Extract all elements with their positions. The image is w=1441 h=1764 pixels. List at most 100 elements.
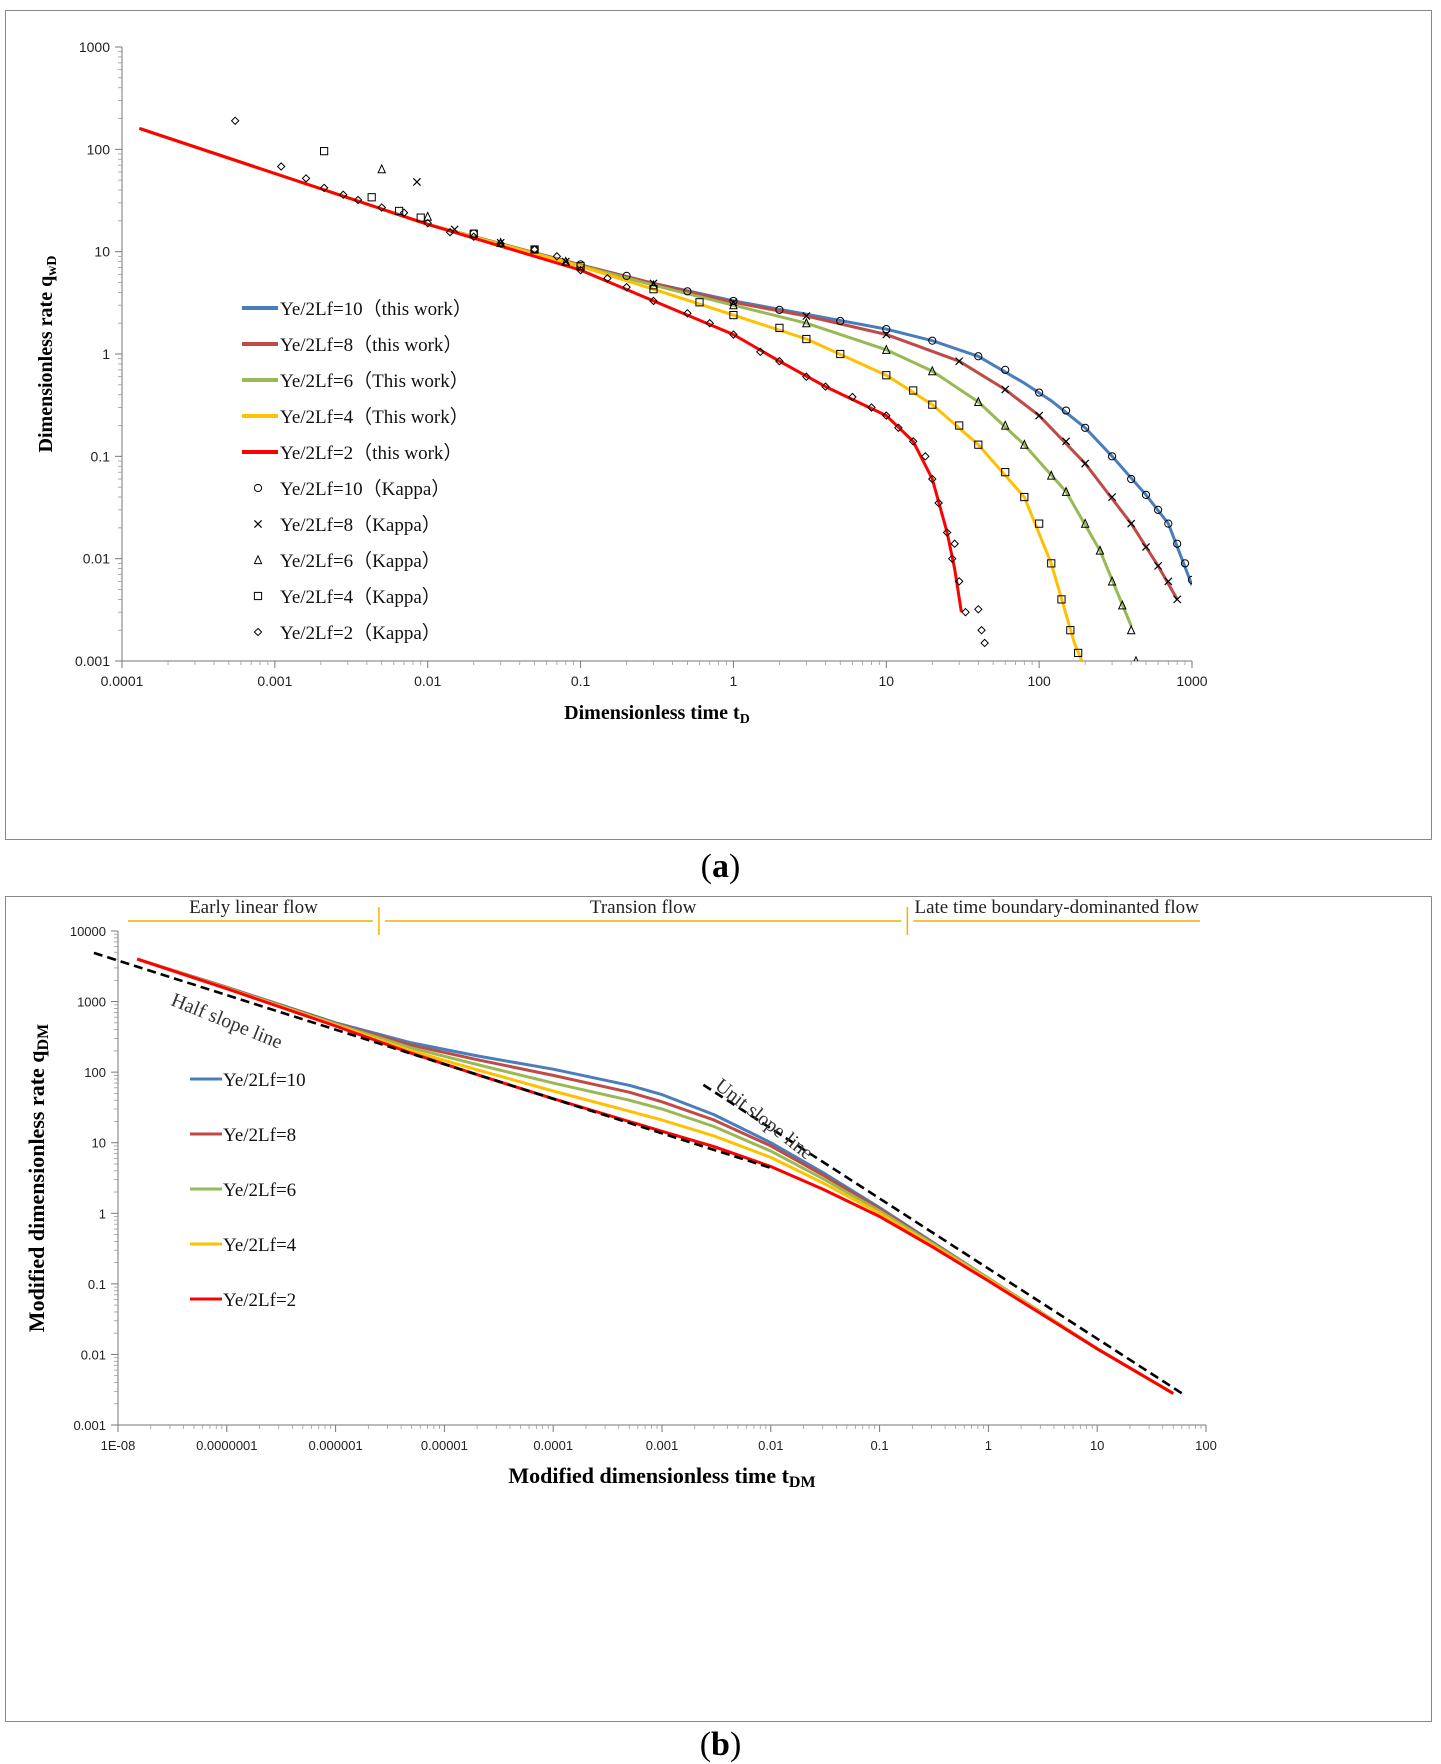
legend-label: Ye/2Lf=8 <box>223 1125 296 1146</box>
data-point <box>1107 452 1117 461</box>
legend-label: Ye/2Lf=2 <box>223 1290 296 1311</box>
legend-label: Ye/2Lf=6（Kappa） <box>280 550 441 572</box>
y-tick-label: 10 <box>92 1136 106 1151</box>
data-point <box>961 607 970 617</box>
y-axis-title: Modified dimensionless rate qDM <box>24 1024 52 1332</box>
data-point <box>1000 420 1010 430</box>
legend-marker <box>253 519 263 529</box>
data-point <box>977 625 986 635</box>
data-point <box>729 299 738 310</box>
data-point <box>1001 385 1010 394</box>
data-point <box>729 310 738 320</box>
data-point <box>622 282 631 292</box>
chart-b: 1E-08 0.0000001 0.000001 0.00001 0.0001 0.001… <box>24 897 1217 1491</box>
data-point <box>1173 539 1182 548</box>
legend-marker <box>253 554 263 565</box>
data-point <box>1061 406 1071 415</box>
caption-a: (a) <box>700 848 741 885</box>
x-axis-title: Modified dimensionless time tDM <box>508 1463 815 1491</box>
y-tick-label: 100 <box>84 1065 106 1080</box>
data-point <box>802 372 811 382</box>
data-point <box>445 227 455 237</box>
legend-label: Ye/2Lf=8（this work） <box>280 334 462 356</box>
data-point <box>319 183 329 193</box>
data-point <box>1141 490 1151 499</box>
data-point <box>576 262 585 271</box>
x-tick-label: 0.0001 <box>101 673 144 689</box>
data-point <box>530 245 539 254</box>
data-point <box>928 336 937 345</box>
data-point <box>973 396 983 407</box>
legend-label: Ye/2Lf=6 <box>223 1180 296 1201</box>
series-line <box>136 957 1174 1395</box>
data-point <box>1066 626 1075 635</box>
data-point <box>367 193 376 202</box>
data-point <box>927 365 937 376</box>
data-point <box>1133 655 1139 661</box>
y-axis-title: Dimensionless rate qwD <box>35 256 60 453</box>
data-point <box>1164 577 1173 586</box>
data-point <box>1127 474 1136 484</box>
series-line <box>138 126 963 613</box>
data-point <box>920 452 930 461</box>
data-point <box>622 271 631 280</box>
y-tick-label: 1000 <box>79 39 110 55</box>
data-point <box>695 298 704 307</box>
data-point <box>230 116 240 126</box>
data-point <box>775 305 784 314</box>
data-point <box>649 279 658 290</box>
data-point <box>980 638 989 648</box>
x-tick-label: 10 <box>1090 1438 1104 1453</box>
data-point <box>954 577 964 586</box>
data-point <box>649 285 658 294</box>
x-tick-label: 1E-08 <box>101 1438 136 1453</box>
y-tick-label: 0.1 <box>91 448 111 464</box>
data-point <box>974 440 983 449</box>
data-point <box>1164 519 1173 528</box>
x-axis-title: Dimensionless time tD <box>564 702 750 727</box>
data-point <box>496 239 505 248</box>
data-point <box>955 421 964 430</box>
y-tick-label: 1 <box>99 1206 106 1221</box>
data-point <box>683 308 692 318</box>
legend-label: Ye/2Lf=10（this work） <box>280 298 472 320</box>
data-point <box>802 312 811 321</box>
legend: Ye/2Lf=10（this work） Ye/2Lf=8（this work） Y… <box>242 298 472 644</box>
data-point <box>927 474 937 484</box>
data-point <box>947 554 957 563</box>
data-point <box>338 190 348 200</box>
x-tick-label: 0.1 <box>571 673 591 689</box>
y-tick-label: 0.1 <box>88 1277 106 1292</box>
data-point <box>1020 492 1029 502</box>
data-point <box>552 252 562 261</box>
data-point <box>1001 365 1010 374</box>
series-line <box>136 957 1174 1395</box>
flow-regions: Early linear flow Transion flow Late time … <box>128 897 1200 935</box>
data-point <box>974 352 983 361</box>
data-point <box>1074 648 1083 657</box>
x-tick-label: 0.0000001 <box>196 1438 257 1453</box>
legend-label: Ye/2Lf=2（Kappa） <box>280 622 441 644</box>
data-point <box>1019 439 1029 449</box>
data-point <box>775 323 784 332</box>
data-point <box>756 347 765 357</box>
chart-panel-a: 0.0001 0.001 0.01 0.1 1 10 100 1000 0.001 0.01 0.1… <box>5 10 1432 840</box>
x-tick-label: 100 <box>1027 673 1051 689</box>
x-tick-label: 0.001 <box>257 673 292 689</box>
data-point <box>1126 624 1136 635</box>
plot-area <box>136 957 1174 1395</box>
data-point <box>1108 493 1117 502</box>
data-point <box>909 386 918 395</box>
legend-label: Ye/2Lf=10（Kappa） <box>280 478 450 500</box>
reference-line <box>93 951 772 1170</box>
y-tick-label: 1 <box>102 346 110 362</box>
y-tick-label: 10000 <box>70 924 106 939</box>
legend-label: Ye/2Lf=4 <box>223 1235 297 1256</box>
data-point <box>1061 486 1071 496</box>
data-point <box>423 218 433 228</box>
data-point <box>561 256 571 266</box>
legend-label: Ye/2Lf=4（Kappa） <box>280 586 441 608</box>
data-point <box>412 177 421 186</box>
data-point <box>1187 575 1192 585</box>
data-point <box>1180 559 1190 568</box>
